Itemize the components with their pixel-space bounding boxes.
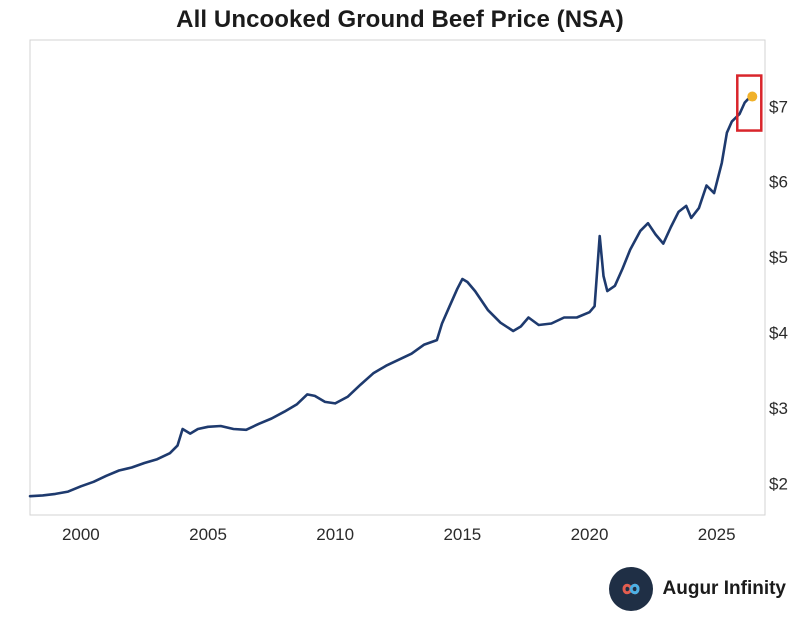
y-tick-label: $4	[769, 324, 788, 343]
y-tick-label: $7	[769, 97, 788, 116]
x-tick-label: 2000	[62, 525, 100, 544]
chart-title: All Uncooked Ground Beef Price (NSA)	[176, 6, 624, 33]
infinity-icon	[608, 567, 653, 611]
x-axis: 2000 2005 2010 2015 2020 2025	[62, 525, 736, 544]
series-lines	[28, 96, 751, 498]
x-tick-label: 2015	[443, 525, 481, 544]
x-tick-label: 2005	[189, 525, 227, 544]
plot-border	[29, 39, 766, 516]
highlight-group	[736, 74, 763, 132]
x-tick-label: 2010	[316, 525, 354, 544]
y-axis: $2 $3 $4 $5 $6 $7	[769, 97, 788, 493]
y-tick-label: $5	[769, 248, 788, 267]
y-tick-label: $2	[769, 474, 788, 493]
x-tick-label: 2025	[698, 525, 736, 544]
x-tick-label: 2020	[571, 525, 609, 544]
brand-footer: Augur Infinity	[608, 567, 786, 611]
y-tick-label: $3	[769, 399, 788, 418]
highlight-box	[736, 74, 763, 132]
plot-frame	[29, 39, 766, 516]
y-tick-label: $6	[769, 173, 788, 192]
latest-point-marker	[747, 91, 758, 102]
brand-name: Augur Infinity	[662, 578, 786, 599]
series-line	[28, 96, 751, 498]
